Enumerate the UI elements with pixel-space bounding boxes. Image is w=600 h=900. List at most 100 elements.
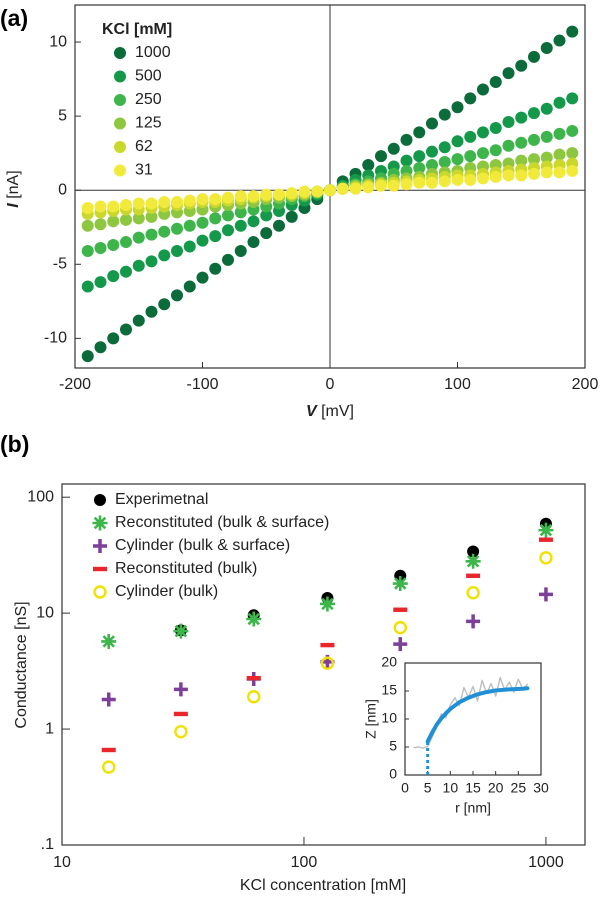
marker — [553, 148, 566, 161]
y-tick-label: 10 — [36, 604, 54, 621]
marker — [489, 170, 502, 183]
marker — [553, 127, 566, 140]
legend-label: 125 — [135, 115, 162, 132]
marker — [553, 166, 566, 179]
marker — [107, 270, 120, 283]
legend-label: 500 — [135, 68, 162, 85]
marker — [362, 181, 375, 194]
legend-marker — [93, 566, 107, 572]
marker — [94, 276, 107, 289]
marker — [94, 218, 107, 231]
marker — [392, 576, 408, 592]
marker — [196, 193, 209, 206]
marker — [158, 225, 171, 238]
marker — [171, 222, 183, 235]
legend-label: 31 — [135, 162, 153, 179]
marker — [467, 545, 480, 558]
marker — [222, 224, 234, 237]
marker — [451, 153, 464, 166]
marker — [528, 167, 540, 180]
legend-label: 1000 — [135, 44, 171, 61]
marker — [451, 101, 464, 114]
series-line — [425, 686, 530, 744]
marker — [477, 172, 489, 185]
marker — [426, 176, 438, 189]
y-tick-label: 15 — [381, 682, 397, 698]
marker — [540, 41, 553, 54]
legend-marker — [114, 94, 126, 106]
y-axis-label: Z [nm] — [363, 699, 379, 739]
marker — [81, 280, 94, 293]
marker — [528, 107, 540, 120]
marker — [234, 206, 247, 219]
marker — [145, 197, 158, 210]
marker — [94, 200, 107, 213]
marker — [94, 241, 107, 254]
legend-marker — [114, 164, 126, 177]
marker — [81, 201, 94, 214]
marker — [132, 212, 145, 225]
marker — [234, 219, 247, 232]
marker — [209, 230, 222, 243]
x-axis-symbol: V — [306, 403, 318, 420]
marker — [247, 215, 260, 228]
panel-label: (b) — [0, 431, 29, 457]
marker — [81, 244, 94, 257]
marker — [466, 586, 480, 600]
marker — [464, 150, 477, 163]
legend-marker — [94, 494, 106, 506]
x-tick-label: 30 — [533, 780, 549, 796]
marker — [477, 126, 489, 139]
marker — [174, 724, 188, 739]
marker — [81, 219, 94, 232]
marker — [107, 332, 120, 345]
marker — [393, 607, 408, 612]
marker — [466, 573, 481, 578]
marker — [101, 692, 116, 707]
marker — [438, 175, 451, 188]
legend-label: 62 — [135, 138, 153, 155]
y-tick-label: 0 — [389, 766, 397, 782]
marker — [515, 59, 528, 72]
marker — [553, 34, 566, 47]
marker — [222, 209, 234, 222]
marker — [538, 537, 553, 542]
marker — [413, 126, 426, 139]
marker — [247, 690, 261, 704]
marker — [320, 656, 335, 670]
legend-label: Experimetnal — [115, 491, 208, 508]
y-axis-symbol: I — [5, 203, 22, 208]
plot-frame — [404, 662, 542, 776]
legend-label: Reconstituted (bulk) — [115, 560, 257, 577]
marker — [81, 350, 94, 363]
marker — [171, 289, 183, 302]
marker — [209, 193, 222, 206]
marker — [120, 213, 132, 226]
marker — [528, 50, 540, 63]
y-tick-label: .1 — [41, 836, 54, 853]
marker — [426, 159, 438, 172]
x-tick-label: 25 — [511, 780, 527, 796]
marker — [158, 298, 171, 311]
marker — [489, 76, 502, 89]
legend-label: 250 — [135, 91, 162, 108]
legend-label: Cylinder (bulk) — [115, 583, 218, 600]
marker — [260, 227, 273, 240]
marker — [515, 154, 528, 167]
marker — [273, 219, 285, 232]
legend-marker — [93, 585, 107, 599]
marker — [260, 209, 273, 222]
marker — [320, 642, 335, 648]
marker — [400, 154, 413, 167]
y-tick-label: -10 — [44, 330, 67, 347]
marker — [538, 522, 554, 538]
y-tick-label: 0 — [58, 181, 67, 198]
marker — [246, 611, 262, 627]
marker — [247, 236, 260, 249]
y-tick-label: 100 — [27, 488, 54, 505]
marker — [132, 197, 145, 210]
y-axis-label: Conductance [nS] — [13, 601, 30, 728]
marker — [400, 178, 413, 191]
marker — [515, 111, 528, 124]
